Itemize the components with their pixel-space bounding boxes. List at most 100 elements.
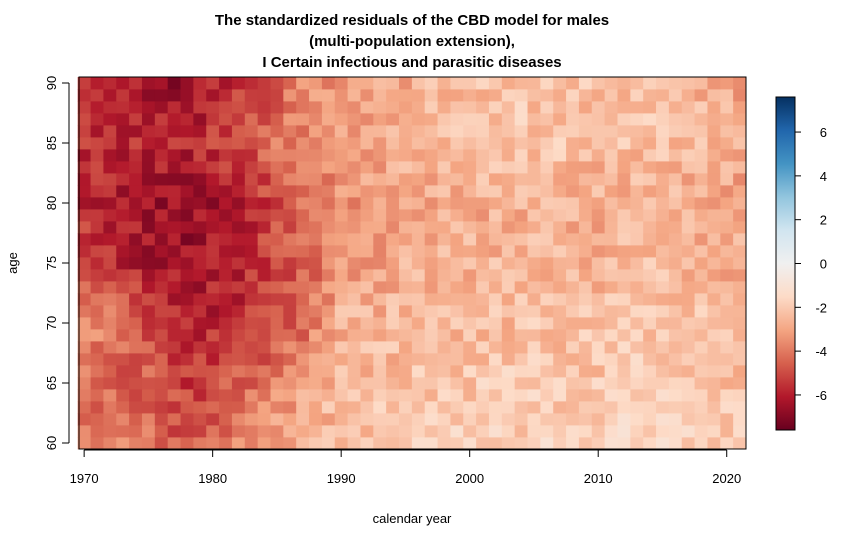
heatmap-cell [360, 389, 374, 402]
heatmap-cell [116, 161, 130, 174]
heatmap-cell [347, 365, 361, 378]
heatmap-cell [476, 377, 490, 390]
heatmap-cell [373, 233, 387, 246]
heatmap-cell [206, 353, 220, 366]
heatmap-cell [90, 113, 104, 126]
heatmap-cell [501, 137, 516, 150]
heatmap-cell [540, 317, 554, 330]
heatmap-cell [411, 113, 426, 126]
heatmap-cell [488, 221, 503, 234]
heatmap-cell [501, 221, 516, 234]
heatmap-cell [244, 161, 259, 174]
heatmap-cell [90, 305, 104, 318]
x-axis: 1970 1980 1990 2000 2010 2020 [70, 449, 741, 486]
heatmap-cell [270, 317, 284, 330]
heatmap-cell [424, 197, 438, 210]
heatmap-cell [309, 317, 323, 330]
heatmap-cell [270, 149, 284, 162]
heatmap-cell [296, 425, 310, 438]
heatmap-cell [283, 185, 297, 198]
heatmap-cell [733, 149, 747, 162]
heatmap-cell [643, 317, 657, 330]
heatmap-cell [591, 137, 606, 150]
heatmap-cell [219, 401, 233, 414]
heatmap-cell [309, 281, 323, 294]
heatmap-cell [180, 377, 194, 390]
heatmap-cell [244, 305, 259, 318]
heatmap-cell [257, 401, 271, 414]
heatmap-cell [116, 125, 130, 138]
heatmap-cell [309, 401, 323, 414]
heatmap-cell [206, 317, 220, 330]
heatmap-cell [77, 281, 91, 294]
heatmap-cell [321, 293, 336, 306]
heatmap-cell [720, 149, 734, 162]
heatmap-cell [347, 425, 361, 438]
heatmap-cell [129, 185, 143, 198]
heatmap-cell [373, 353, 387, 366]
heatmap-cell [386, 209, 400, 222]
heatmap-cell [399, 221, 413, 234]
heatmap-cell [450, 221, 464, 234]
heatmap-cell [180, 353, 194, 366]
heatmap-cell [527, 149, 541, 162]
colorbar-tick-label: 6 [820, 125, 827, 140]
heatmap-cell [540, 329, 554, 342]
heatmap-cell [116, 341, 130, 354]
x-tick-label: 2020 [712, 471, 741, 486]
heatmap-cell [681, 425, 695, 438]
heatmap-cell [257, 185, 271, 198]
heatmap-cell [334, 269, 348, 282]
heatmap-cell [411, 245, 426, 258]
heatmap-cell [643, 89, 657, 102]
heatmap-cell [167, 269, 181, 282]
heatmap-cell [411, 185, 426, 198]
heatmap-cell [656, 101, 670, 114]
heatmap-cell [630, 77, 644, 90]
heatmap-cell [244, 293, 259, 306]
heatmap-cell [167, 149, 181, 162]
heatmap-cell [219, 209, 233, 222]
heatmap-cell [463, 161, 477, 174]
heatmap-cell [129, 125, 143, 138]
heatmap-cell [257, 281, 271, 294]
colorbar-tick-label: 0 [820, 257, 827, 272]
heatmap-cell [129, 245, 143, 258]
heatmap-cell [514, 197, 528, 210]
heatmap-cell [720, 221, 734, 234]
heatmap-cell [347, 413, 361, 426]
heatmap-cell [321, 173, 336, 186]
heatmap-cell [373, 389, 387, 402]
heatmap-cell [283, 281, 297, 294]
heatmap-cell [360, 185, 374, 198]
heatmap-cell [566, 293, 580, 306]
heatmap-cell [643, 389, 657, 402]
heatmap-cell [630, 413, 644, 426]
heatmap-cell [694, 161, 708, 174]
heatmap-cell [501, 389, 516, 402]
heatmap-cell [167, 137, 181, 150]
heatmap-cell [193, 389, 207, 402]
heatmap-cell [604, 365, 618, 378]
heatmap-cell [116, 233, 130, 246]
heatmap-cell [450, 245, 464, 258]
heatmap-cell [668, 317, 683, 330]
heatmap-cell [630, 113, 644, 126]
heatmap-cell [90, 185, 104, 198]
heatmap-cell [630, 437, 644, 450]
heatmap-cell [141, 341, 156, 354]
heatmap-cell [116, 425, 130, 438]
heatmap-cell [283, 305, 297, 318]
heatmap-cell [386, 341, 400, 354]
heatmap-cell [553, 197, 567, 210]
heatmap-cell [694, 221, 708, 234]
heatmap-cell [424, 233, 438, 246]
heatmap-cell [334, 173, 348, 186]
heatmap-cell [643, 161, 657, 174]
heatmap-cell [206, 293, 220, 306]
heatmap-cell [527, 173, 541, 186]
heatmap-cell [90, 197, 104, 210]
heatmap-cell [463, 137, 477, 150]
heatmap-cell [90, 293, 104, 306]
heatmap-cell [321, 89, 336, 102]
